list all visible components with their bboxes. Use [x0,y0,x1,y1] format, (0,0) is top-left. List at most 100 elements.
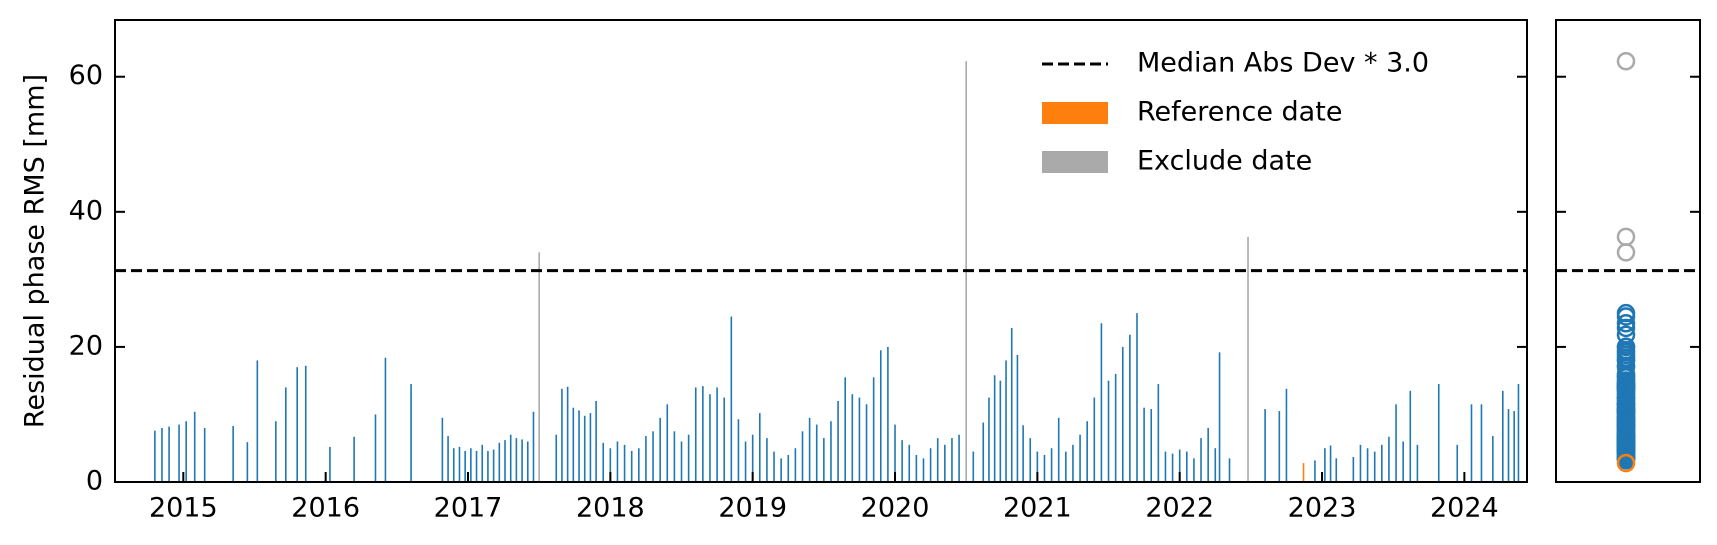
x-tick-label: 2018 [576,493,645,524]
x-tick-label: 2023 [1288,493,1357,524]
bar [185,421,187,482]
bar [652,431,654,482]
bar [823,438,825,482]
bar [1193,458,1195,482]
plot-frame [114,19,1528,483]
x-tick-label: 2021 [1003,493,1072,524]
bar [972,451,975,482]
bar [602,442,605,482]
bar [851,394,854,482]
bar [730,316,733,482]
bar [1114,373,1117,482]
y-tick-label: 60 [69,60,103,91]
bar [161,427,163,482]
bar [1335,458,1338,482]
bar [1513,411,1515,482]
bar [246,442,249,482]
bar [1022,425,1024,482]
x-tick-label: 2022 [1145,493,1214,524]
bar [830,421,832,482]
bar [583,415,586,482]
x-tick-label: 2024 [1430,493,1499,524]
bar [458,446,461,482]
bar [1186,451,1188,482]
bar [709,394,711,482]
bar [716,387,718,482]
bar [837,400,839,482]
bar [1437,384,1440,482]
bar [555,434,558,482]
bar [498,442,501,482]
bar [1285,388,1288,482]
bar [808,417,811,482]
side-point [1616,381,1636,401]
side-frame [1555,19,1701,483]
bar [982,422,985,482]
bar [1409,390,1412,482]
x-tick-label: 2020 [861,493,930,524]
bar [1314,460,1316,482]
bar [936,438,939,482]
bar [773,451,775,482]
bar [1517,384,1520,482]
bar [1402,441,1404,482]
bar [538,252,540,482]
bar [815,424,818,482]
bar [865,404,868,482]
bar [694,387,697,482]
bar [441,417,444,482]
bar [1492,436,1494,482]
bar [304,365,307,482]
bar [887,346,889,482]
side-point [1616,337,1636,357]
bar [481,444,484,482]
bar [1324,448,1326,482]
bar [1143,407,1145,482]
bar [1136,313,1138,482]
bar [922,458,925,482]
bar [504,440,506,482]
bar [1359,444,1362,482]
legend-swatch [1042,102,1108,124]
bar [470,448,472,482]
bar [515,438,518,482]
side-point [1616,314,1636,333]
bar [751,434,754,482]
x-tick-label: 2019 [718,493,787,524]
bar [766,438,768,482]
bar [526,441,529,482]
bar [623,444,626,482]
bar [901,440,903,482]
bar [374,414,377,482]
bar [1247,236,1249,482]
bar [1373,451,1376,482]
bar [630,450,633,482]
bar [578,410,580,482]
bar [168,426,170,482]
x-tick-label: 2016 [291,493,360,524]
bar [232,425,234,482]
bar [1228,458,1231,482]
bar [154,430,156,482]
bar [1079,434,1081,482]
bar [203,427,206,482]
bar [915,454,918,482]
bar [1366,448,1369,482]
bar [908,444,911,482]
bar [178,424,180,482]
bar [1178,449,1181,482]
bar [787,454,790,482]
bar [1480,404,1483,482]
side-point [1616,343,1636,362]
bar [944,444,946,482]
bar [858,397,861,482]
bar [1302,463,1305,482]
bar [1050,448,1053,482]
bar [872,377,875,482]
bar [723,397,726,482]
bar [1470,404,1473,482]
bar [673,431,676,482]
bar [1200,438,1202,482]
bar [879,350,882,482]
bar [256,360,259,482]
